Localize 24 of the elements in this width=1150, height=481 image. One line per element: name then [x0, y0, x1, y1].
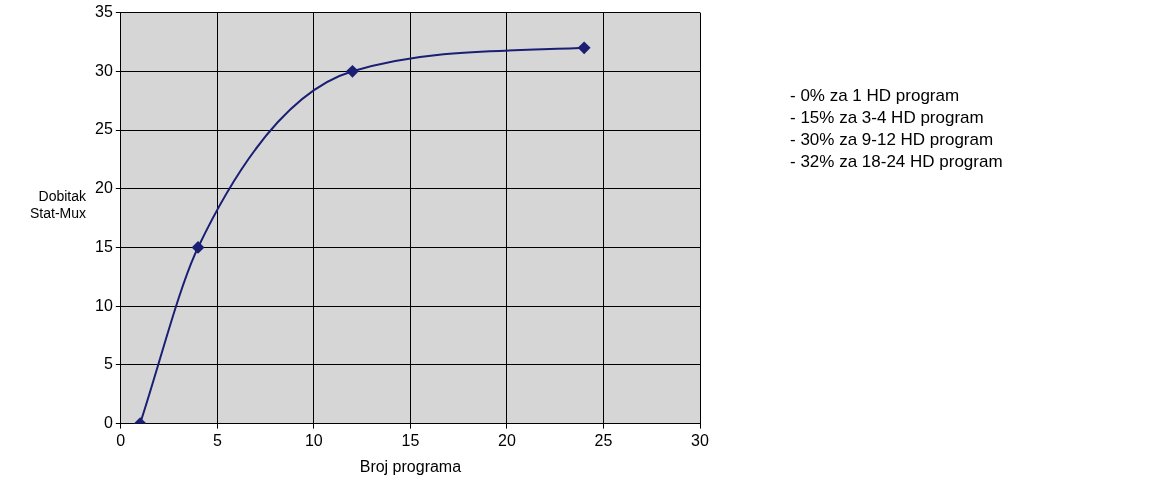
- y-tick-label: 35: [95, 3, 113, 21]
- x-tick-label: 5: [212, 431, 222, 449]
- point: [346, 65, 359, 78]
- y-tick-label: 0: [103, 414, 113, 432]
- y-axis-title: Dobitak Stat-Mux: [29, 188, 86, 221]
- y-tick-label: 25: [95, 120, 113, 138]
- point: [578, 41, 591, 54]
- y-tick-label: 30: [95, 61, 113, 79]
- text: - 30% za 9-12 HD program: [790, 129, 995, 151]
- x-tick-label: 15: [401, 431, 420, 449]
- y-tick-label: 15: [95, 237, 113, 255]
- x-tick-label: 25: [594, 431, 613, 449]
- x-tick-label: 10: [304, 431, 323, 449]
- x-tick-label: 20: [498, 431, 516, 449]
- text: - 15% za 3-4 HD program: [790, 107, 985, 129]
- point: [192, 241, 205, 254]
- x-tick-label: 30: [691, 431, 709, 449]
- x-axis-title: Broj programa: [359, 457, 462, 475]
- y-tick-label: 20: [95, 179, 113, 197]
- x-tick-label: 0: [116, 431, 126, 449]
- y-tick-label: 5: [103, 355, 113, 373]
- text: - 32% za 18-24 HD program: [790, 151, 1003, 173]
- text: - 0% za 1 HD program: [790, 85, 961, 107]
- y-tick-label: 10: [95, 296, 113, 314]
